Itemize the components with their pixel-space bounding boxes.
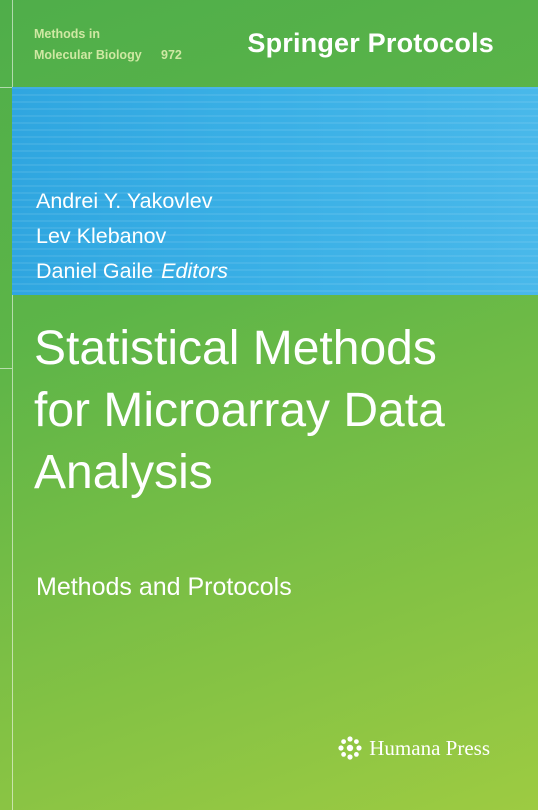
title-line: Analysis — [34, 446, 213, 499]
band-stripes — [12, 87, 538, 295]
series-line-2: Molecular Biology — [34, 48, 142, 62]
title-tick — [0, 368, 12, 369]
band-top-tick — [0, 87, 12, 88]
editors-block: Andrei Y. Yakovlev Lev Klebanov Daniel G… — [36, 184, 228, 289]
humana-flower-icon — [337, 735, 363, 761]
series-line-1: Methods in — [34, 27, 100, 41]
editor-name: Daniel Gaile — [36, 259, 154, 283]
editor-name: Andrei Y. Yakovlev — [36, 189, 213, 213]
publisher-name: Humana Press — [369, 735, 490, 760]
series-label: Methods in Molecular Biology 972 — [34, 24, 182, 66]
title-line: for Microarray Data — [34, 384, 445, 437]
series-number: 972 — [161, 48, 182, 62]
book-title: Statistical Methods for Microarray Data … — [34, 318, 514, 504]
vertical-rule — [12, 0, 13, 810]
title-line: Statistical Methods — [34, 322, 437, 375]
editors-role: Editors — [161, 259, 229, 283]
editor-name: Lev Klebanov — [36, 224, 167, 248]
brand-title: Springer Protocols — [247, 28, 494, 58]
publisher-logo: Humana Press — [337, 735, 490, 761]
editors-band — [12, 87, 538, 295]
book-subtitle: Methods and Protocols — [36, 573, 292, 601]
